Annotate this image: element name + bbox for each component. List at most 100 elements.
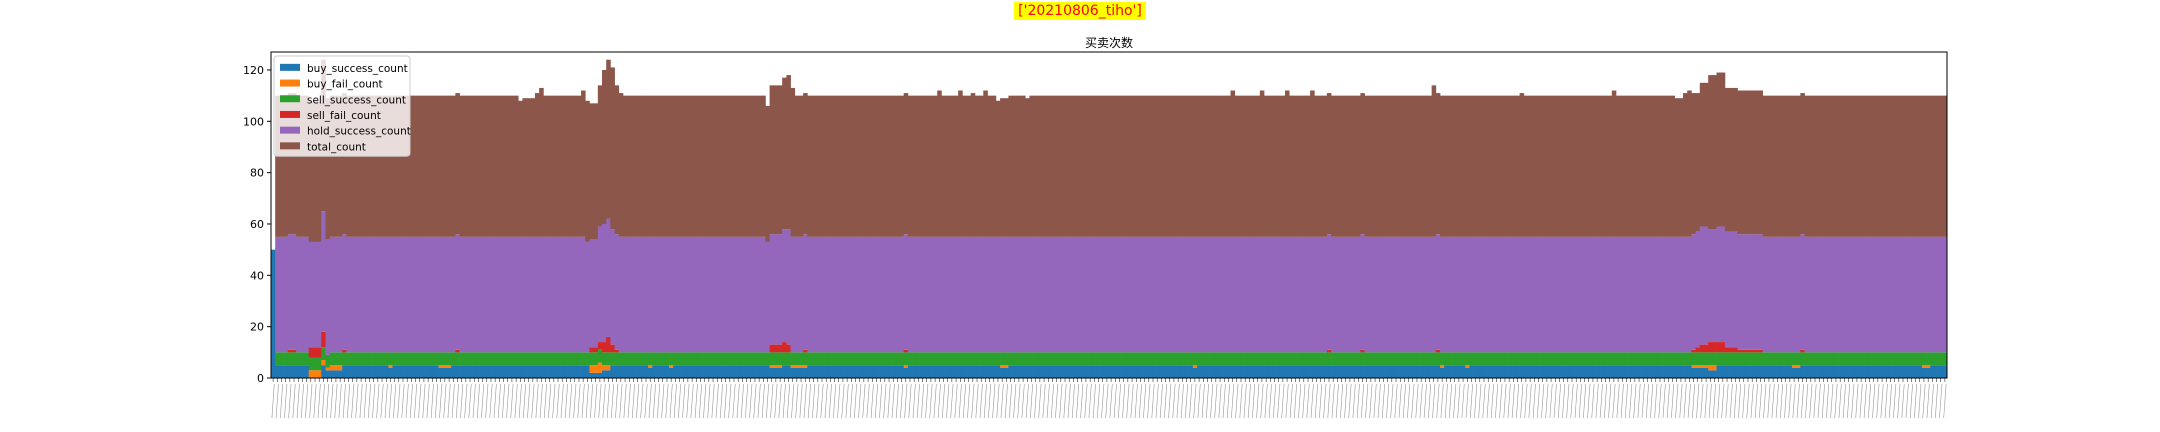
bar-segment-buy-success-count (606, 370, 611, 378)
bar-stack (1812, 95, 1818, 378)
bar-segment-hold-success-count (1511, 236, 1516, 353)
bar-segment-hold-success-count (1796, 236, 1801, 353)
bar-stack (1159, 95, 1164, 378)
bar-segment-sell-success-count (803, 352, 808, 366)
x-tick-label-glyph (1671, 383, 1675, 419)
x-tick-label-glyph (1851, 383, 1855, 419)
x-tick-label-glyph (866, 383, 870, 419)
bar-segment-total-count (1167, 95, 1173, 237)
bar-segment-hold-success-count (1536, 236, 1541, 353)
bar-segment-buy-success-count (752, 365, 758, 378)
bar-segment-sell-success-count (1771, 352, 1776, 366)
x-tick-label-glyph (669, 383, 673, 419)
bar-segment-buy-success-count (576, 365, 582, 378)
bar-segment-total-count (727, 95, 733, 237)
bar-segment-hold-success-count (819, 236, 825, 353)
bar-segment-buy-success-count (505, 365, 511, 378)
bar-segment-total-count (426, 95, 431, 237)
x-tick-label-band (271, 383, 1947, 419)
bar-segment-hold-success-count (1243, 236, 1248, 353)
bar-segment-total-count (916, 95, 921, 237)
bar-stack (1352, 95, 1357, 378)
bar-segment-hold-success-count (1268, 236, 1273, 353)
bar-segment-hold-success-count (807, 236, 812, 353)
bar-segment-sell-fail-count (773, 344, 779, 353)
bar-segment-total-count (279, 95, 284, 237)
bar-segment-hold-success-count (1708, 229, 1713, 343)
bar-stack (1046, 95, 1051, 378)
x-tick-label-glyph (485, 383, 489, 419)
bar-segment-total-count (882, 95, 888, 237)
bar-segment-total-count (891, 95, 896, 237)
bar-segment-sell-success-count (991, 352, 997, 366)
bar-stack (1712, 75, 1717, 378)
bar-segment-buy-success-count (1096, 365, 1101, 378)
bar-segment-sell-success-count (1733, 352, 1738, 366)
x-tick-label-glyph (552, 383, 556, 419)
bar-stack (564, 95, 569, 378)
x-tick-label-glyph (594, 383, 598, 419)
bar-segment-sell-success-count (329, 352, 335, 366)
bar-stack (1058, 95, 1064, 378)
x-tick-label-glyph (1608, 383, 1612, 419)
bar-segment-hold-success-count (1678, 236, 1684, 353)
bar-stack (1548, 95, 1554, 378)
bar-segment-hold-success-count (287, 234, 293, 350)
bar-segment-sell-success-count (493, 352, 498, 366)
bar-segment-buy-success-count (1163, 365, 1169, 378)
bar-segment-sell-success-count (484, 352, 490, 366)
bar-segment-hold-success-count (589, 239, 594, 348)
bar-stack (497, 95, 502, 378)
bar-stack (1511, 95, 1516, 378)
bar-segment-total-count (1645, 95, 1650, 237)
bar-segment-total-count (1372, 95, 1378, 237)
bar-segment-buy-success-count (333, 370, 339, 378)
bar-segment-hold-success-count (874, 236, 879, 353)
bar-segment-total-count (1775, 95, 1780, 237)
bar-segment-total-count (1930, 95, 1935, 237)
bar-segment-hold-success-count (1829, 236, 1835, 353)
bar-segment-hold-success-count (811, 236, 817, 353)
bar-segment-hold-success-count (505, 236, 511, 353)
bar-segment-hold-success-count (1167, 236, 1173, 353)
bar-segment-buy-success-count (1389, 365, 1395, 378)
bar-segment-sell-success-count (1209, 352, 1215, 366)
bar-segment-total-count (1942, 95, 1948, 237)
x-tick-label-glyph (1738, 383, 1742, 419)
bar-stack (1393, 95, 1399, 378)
bar-segment-sell-success-count (995, 352, 1001, 366)
bar-segment-hold-success-count (480, 236, 486, 353)
bar-segment-sell-success-count (1025, 352, 1030, 366)
x-tick-label-glyph (1570, 383, 1574, 419)
bar-segment-sell-fail-count (1691, 349, 1696, 353)
bar-segment-buy-success-count (1716, 365, 1722, 378)
bar-stack (467, 95, 473, 378)
bar-segment-total-count (970, 93, 976, 237)
bar-stack (706, 95, 712, 378)
bar-segment-total-count (396, 95, 402, 237)
x-tick-label-glyph (338, 383, 342, 419)
bar-segment-hold-success-count (1603, 236, 1608, 353)
bar-segment-total-count (1553, 95, 1558, 237)
bar-segment-sell-success-count (1645, 352, 1650, 366)
bar-segment-total-count (1507, 95, 1512, 237)
bar-stack (1611, 90, 1617, 378)
bar-segment-total-count (933, 95, 938, 237)
bar-segment-hold-success-count (622, 236, 628, 353)
bar-segment-buy-success-count (417, 365, 423, 378)
bar-segment-buy-success-count (622, 365, 628, 378)
bar-segment-sell-success-count (1821, 352, 1826, 366)
bar-segment-sell-success-count (1310, 352, 1315, 366)
bar-segment-total-count (400, 95, 406, 237)
bar-stack (610, 67, 615, 378)
x-tick-label-glyph (1373, 383, 1377, 419)
x-tick-label-glyph (351, 383, 355, 419)
bar-segment-buy-success-count (451, 365, 456, 378)
bar-stack (991, 95, 997, 378)
bar-segment-hold-success-count (1624, 236, 1629, 353)
bar-stack (819, 95, 825, 378)
bar-segment-total-count (1833, 95, 1839, 237)
x-tick-label-glyph (1176, 383, 1180, 419)
bar-segment-hold-success-count (1234, 236, 1240, 353)
bar-segment-total-count (589, 103, 594, 240)
